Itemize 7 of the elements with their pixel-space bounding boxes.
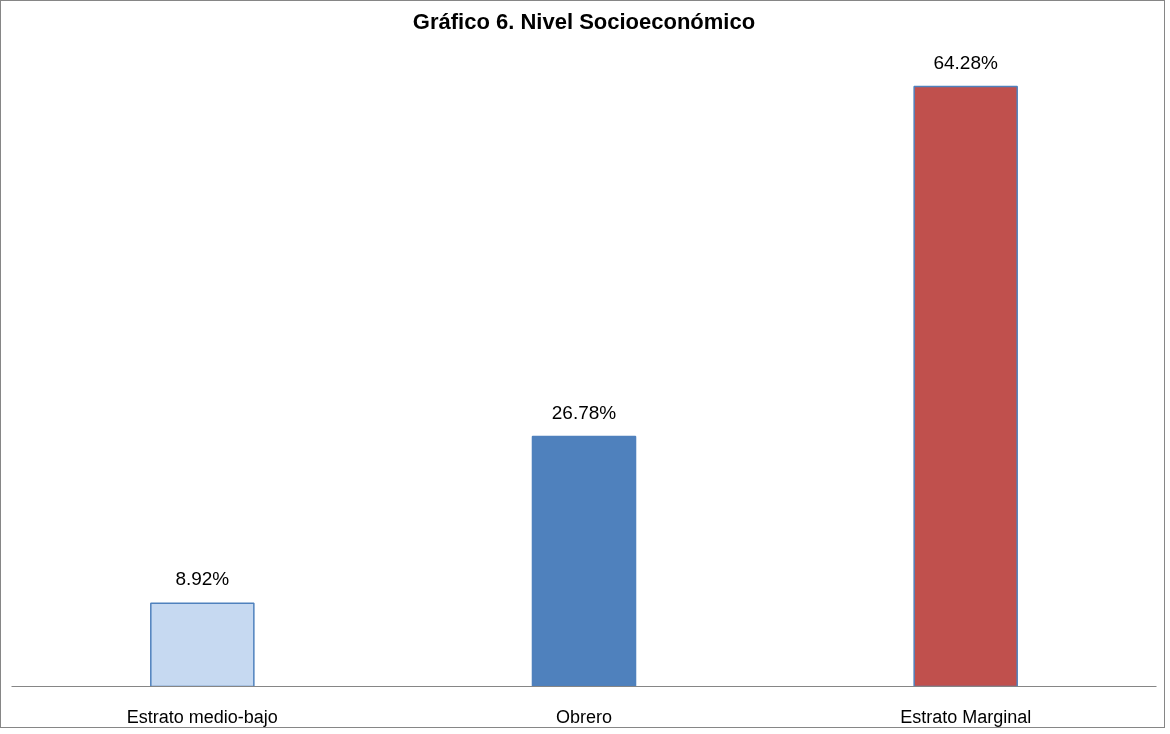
chart-title: Gráfico 6. Nivel Socioeconómico (412, 8, 756, 34)
x-tick-label: Obrero (555, 706, 613, 727)
data-label: 8.92% (175, 568, 230, 590)
data-label: 26.78% (551, 401, 617, 423)
x-tick-label: Estrato Marginal (900, 706, 1032, 727)
data-label: 64.28% (933, 51, 998, 73)
x-tick-label: Estrato medio-bajo (126, 706, 278, 727)
